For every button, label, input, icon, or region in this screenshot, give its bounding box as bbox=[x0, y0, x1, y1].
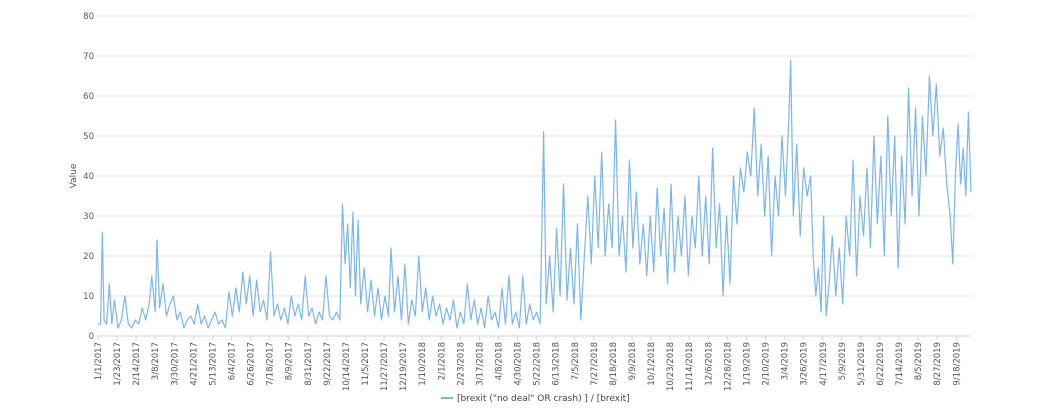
x-tick-label: 7/27/2018 bbox=[590, 342, 600, 386]
legend-item-label: [brexit ("no deal" OR crash) ] / [brexit… bbox=[457, 394, 630, 404]
x-tick-label: 6/22/2019 bbox=[876, 342, 886, 386]
y-tick-label: 20 bbox=[83, 252, 94, 262]
x-tick-label: 4/17/2019 bbox=[819, 342, 829, 386]
y-tick-label: 50 bbox=[83, 132, 94, 142]
x-tick-label: 4/8/2018 bbox=[495, 342, 505, 380]
x-tick-label: 8/5/2019 bbox=[914, 342, 924, 380]
y-tick-label: 30 bbox=[83, 212, 94, 222]
series-line[interactable] bbox=[98, 59, 972, 329]
x-tick-label: 5/31/2019 bbox=[857, 342, 867, 386]
x-tick-label: 2/23/2018 bbox=[456, 342, 466, 386]
x-tick-label: 7/5/2018 bbox=[571, 342, 581, 380]
x-tick-label: 1/1/2017 bbox=[94, 342, 104, 380]
x-axis: 1/1/2017 1/23/2017 2/14/2017 3/8/2017 3/30/2… bbox=[94, 336, 962, 391]
x-tick-label: 4/21/2017 bbox=[189, 342, 199, 386]
x-tick-label: 9/22/2017 bbox=[323, 342, 333, 386]
x-tick-label: 6/4/2017 bbox=[228, 342, 238, 380]
x-tick-label: 7/18/2017 bbox=[266, 342, 276, 386]
x-tick-label: 11/27/2017 bbox=[380, 342, 390, 391]
x-tick-label: 2/10/2019 bbox=[762, 342, 772, 386]
x-tick-label: 3/4/2019 bbox=[781, 342, 791, 380]
y-tick-label: 70 bbox=[83, 52, 94, 62]
legend[interactable]: [brexit ("no deal" OR crash) ] / [brexit… bbox=[441, 394, 630, 404]
x-tick-label: 10/23/2018 bbox=[666, 342, 676, 391]
x-tick-label: 10/1/2018 bbox=[647, 342, 657, 386]
x-tick-label: 12/19/2017 bbox=[399, 342, 409, 391]
y-tick-label: 60 bbox=[83, 92, 94, 102]
x-tick-label: 3/17/2018 bbox=[475, 342, 485, 386]
y-axis: 0 10 20 30 40 50 60 70 80 bbox=[83, 12, 94, 342]
x-tick-label: 12/28/2018 bbox=[723, 342, 733, 391]
x-tick-label: 5/9/2019 bbox=[838, 342, 848, 380]
x-tick-label: 11/14/2018 bbox=[685, 342, 695, 391]
x-tick-label: 9/9/2018 bbox=[628, 342, 638, 380]
x-tick-label: 3/26/2019 bbox=[800, 342, 810, 386]
x-tick-label: 1/10/2018 bbox=[418, 342, 428, 386]
x-tick-label: 11/5/2017 bbox=[361, 342, 371, 386]
x-tick-label: 1/23/2017 bbox=[113, 342, 123, 386]
x-tick-label: 6/13/2018 bbox=[552, 342, 562, 386]
x-tick-label: 7/14/2019 bbox=[895, 342, 905, 386]
y-tick-label: 10 bbox=[83, 292, 94, 302]
y-tick-label: 80 bbox=[83, 12, 94, 22]
y-tick-label: 40 bbox=[83, 172, 94, 182]
x-tick-label: 9/18/2019 bbox=[952, 342, 962, 386]
x-tick-label: 10/14/2017 bbox=[342, 342, 352, 391]
x-tick-label: 8/18/2018 bbox=[609, 342, 619, 386]
x-tick-label: 5/13/2017 bbox=[208, 342, 218, 386]
x-tick-label: 8/31/2017 bbox=[304, 342, 314, 386]
x-tick-label: 3/8/2017 bbox=[151, 342, 161, 380]
y-axis-title: Value bbox=[69, 163, 79, 188]
x-tick-label: 4/30/2018 bbox=[514, 342, 524, 386]
x-tick-label: 2/1/2018 bbox=[437, 342, 447, 380]
x-tick-label: 8/27/2019 bbox=[933, 342, 943, 386]
x-tick-label: 5/22/2018 bbox=[533, 342, 543, 386]
x-tick-label: 2/14/2017 bbox=[132, 342, 142, 386]
x-tick-label: 8/9/2017 bbox=[285, 342, 295, 380]
y-tick-label: 0 bbox=[89, 332, 94, 342]
series-layer bbox=[98, 59, 972, 329]
x-tick-label: 6/26/2017 bbox=[247, 342, 257, 386]
x-tick-label: 1/19/2019 bbox=[742, 342, 752, 386]
grid-lines bbox=[98, 15, 971, 337]
x-tick-label: 12/6/2018 bbox=[704, 342, 714, 386]
x-tick-label: 3/30/2017 bbox=[170, 342, 180, 386]
